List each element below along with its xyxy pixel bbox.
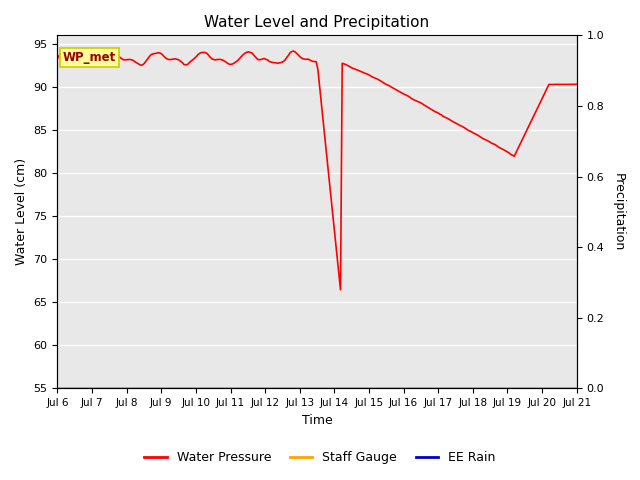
Title: Water Level and Precipitation: Water Level and Precipitation — [205, 15, 429, 30]
Legend: Water Pressure, Staff Gauge, EE Rain: Water Pressure, Staff Gauge, EE Rain — [139, 446, 501, 469]
Text: WP_met: WP_met — [63, 51, 116, 64]
Y-axis label: Water Level (cm): Water Level (cm) — [15, 158, 28, 265]
Y-axis label: Precipitation: Precipitation — [612, 173, 625, 251]
X-axis label: Time: Time — [301, 414, 332, 427]
